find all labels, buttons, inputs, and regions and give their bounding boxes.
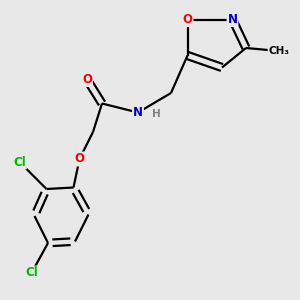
Text: N: N bbox=[133, 106, 143, 119]
Text: Cl: Cl bbox=[13, 155, 26, 169]
Text: O: O bbox=[82, 73, 92, 86]
Text: H: H bbox=[152, 109, 160, 119]
Text: Cl: Cl bbox=[25, 266, 38, 280]
Text: O: O bbox=[182, 13, 193, 26]
Text: N: N bbox=[227, 13, 238, 26]
Text: O: O bbox=[74, 152, 85, 166]
Text: CH₃: CH₃ bbox=[268, 46, 290, 56]
